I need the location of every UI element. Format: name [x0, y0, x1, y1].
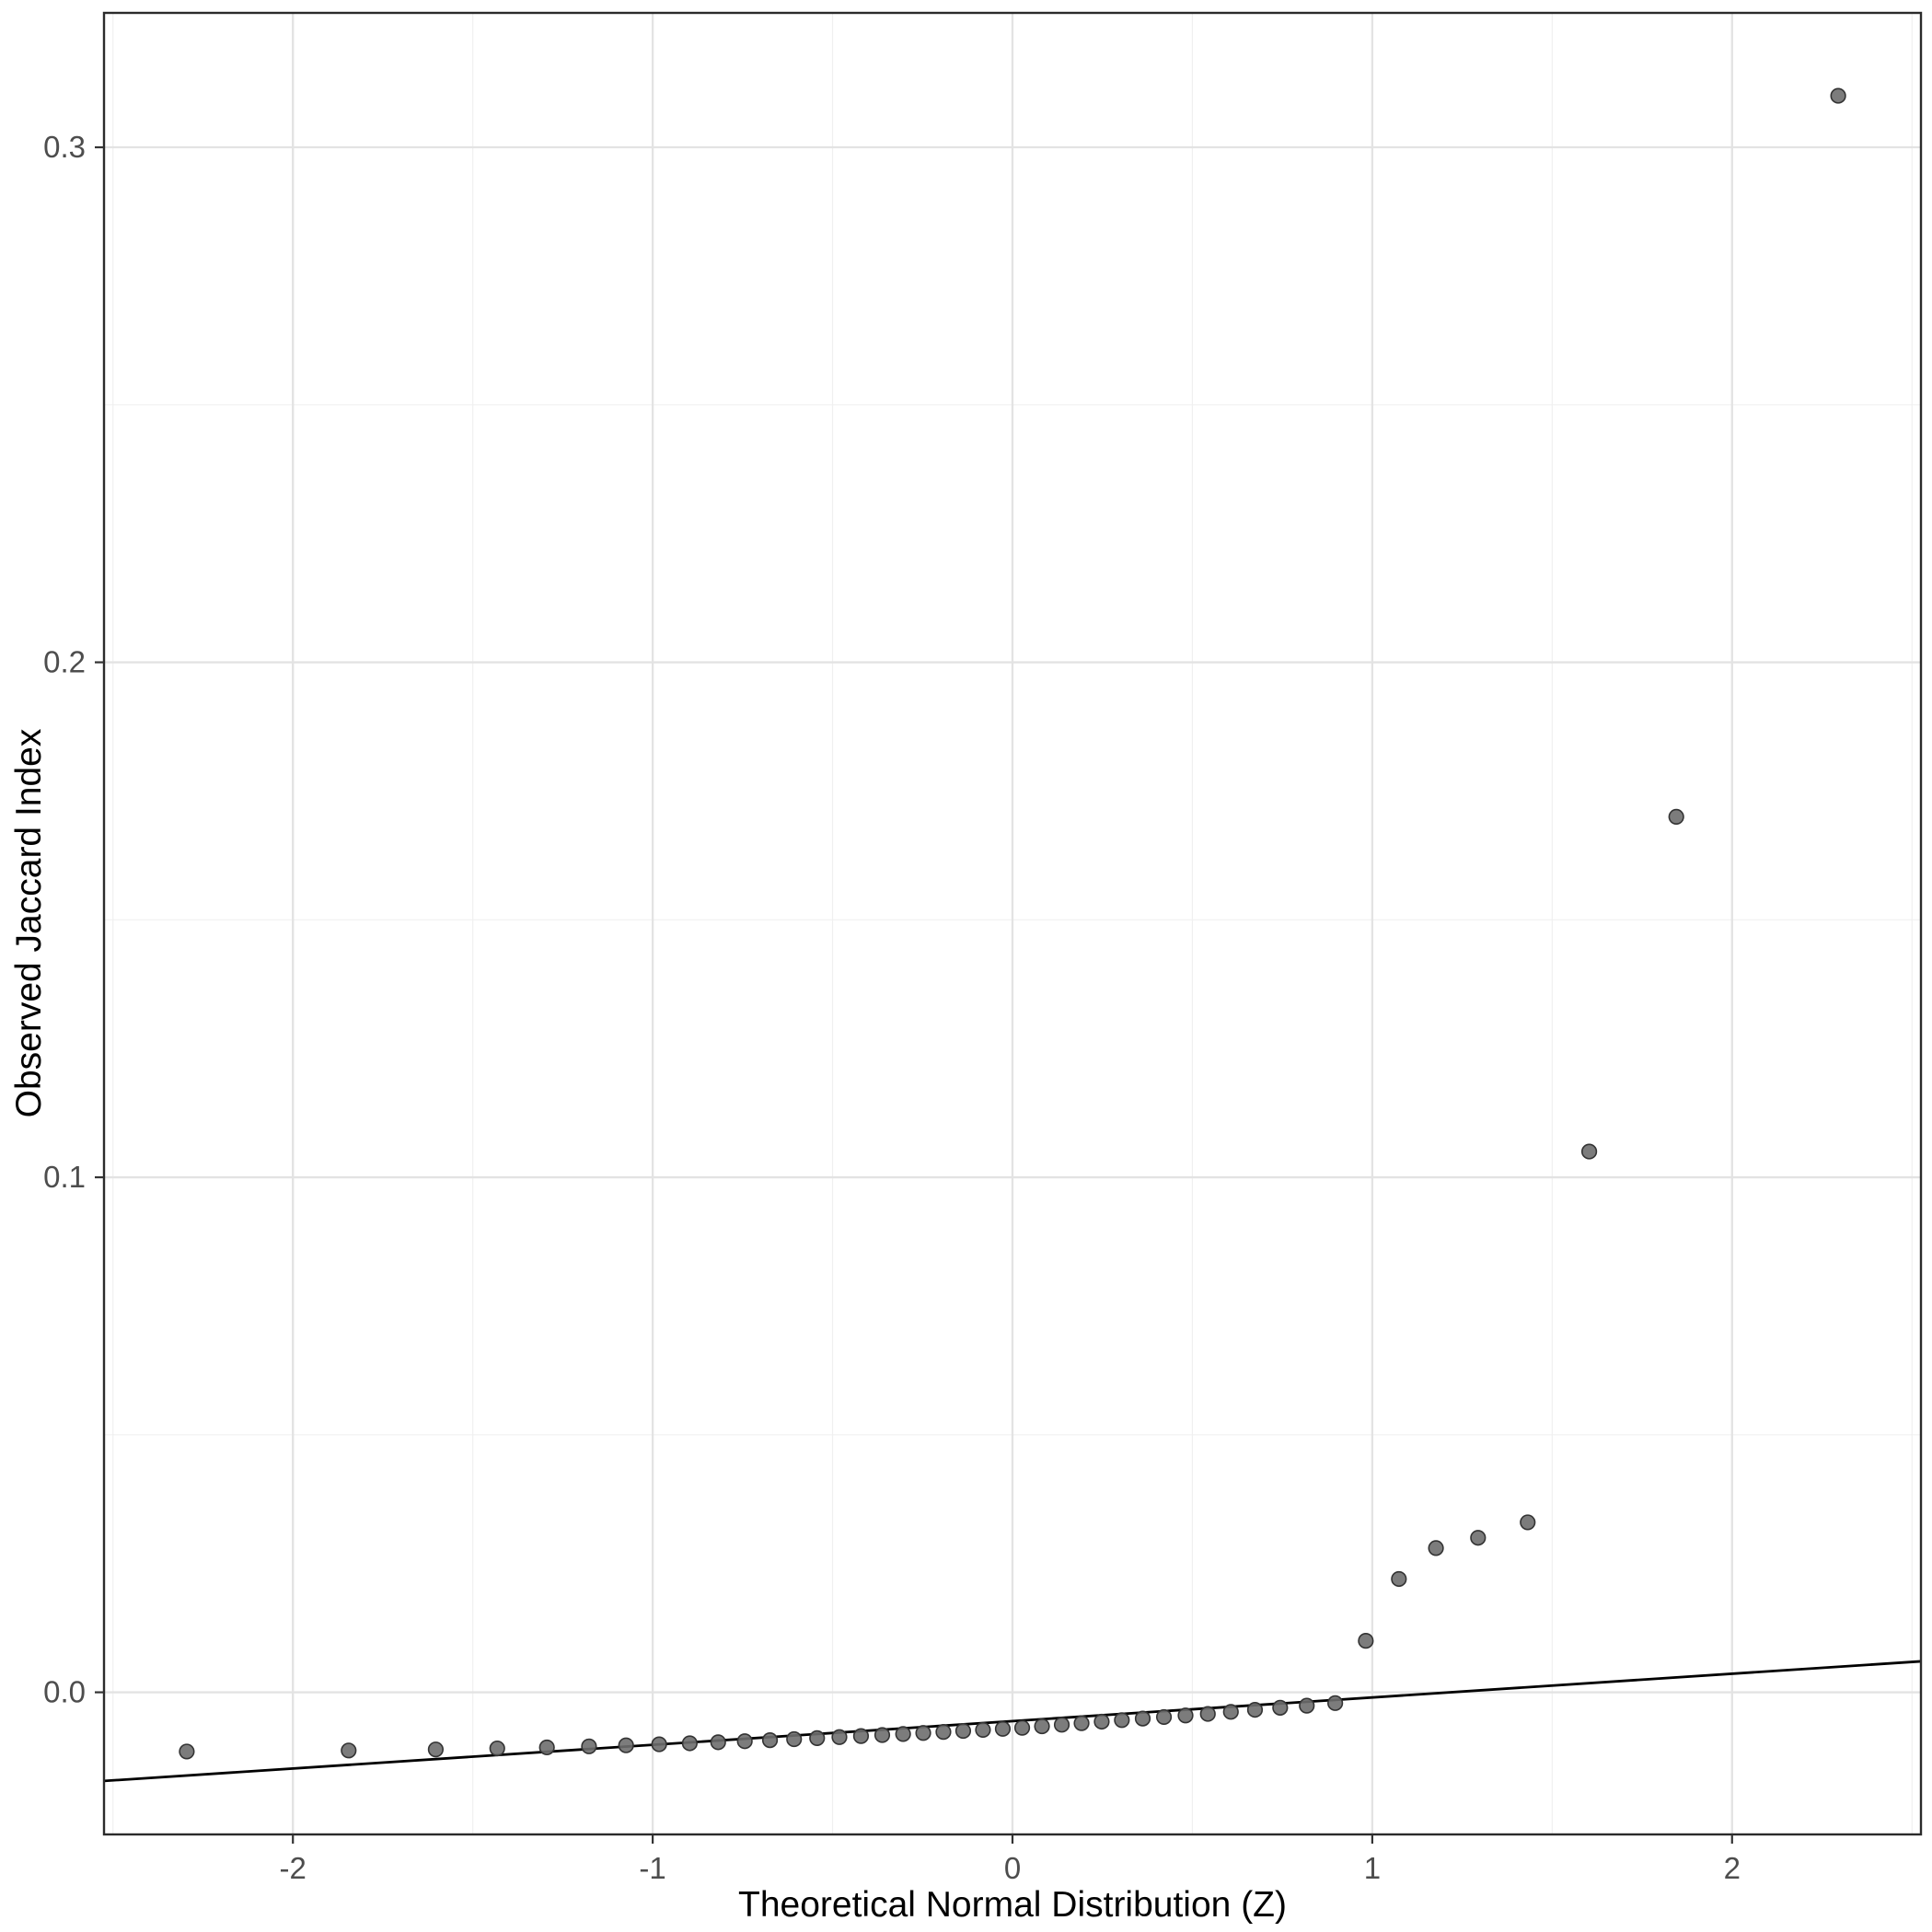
y-tick-label: 0.3 [43, 130, 86, 164]
data-point [489, 1740, 505, 1757]
data-point [736, 1733, 753, 1750]
data-point [1034, 1718, 1050, 1735]
x-tick-label: -2 [280, 1851, 307, 1885]
data-point [1177, 1707, 1194, 1724]
data-point [1520, 1514, 1536, 1531]
reference-line [103, 1660, 1922, 1783]
x-tick-label: -1 [639, 1851, 665, 1885]
data-point [1053, 1717, 1070, 1733]
data-point [761, 1732, 779, 1749]
data-point [341, 1742, 357, 1759]
data-point [1073, 1715, 1090, 1731]
data-point [895, 1726, 911, 1742]
y-axis-title: Observed Jaccard Index [9, 728, 49, 1117]
scatter-points [179, 87, 1846, 1760]
data-point [1246, 1701, 1264, 1718]
data-point [581, 1738, 597, 1754]
data-point [786, 1730, 803, 1748]
data-point [1580, 1143, 1598, 1160]
data-point [994, 1720, 1012, 1737]
y-axis-ticks: 0.0 0.1 0.2 0.3 [43, 130, 104, 1709]
data-point [1134, 1710, 1151, 1727]
y-tick-label: 0.1 [43, 1160, 86, 1194]
data-point [1668, 808, 1684, 826]
data-point [1155, 1708, 1173, 1726]
data-point [1114, 1712, 1130, 1729]
data-point [1470, 1530, 1487, 1546]
data-point [1199, 1706, 1216, 1722]
data-point [1299, 1697, 1315, 1714]
data-point [681, 1735, 698, 1752]
x-tick-label: 2 [1724, 1851, 1741, 1885]
y-tick-label: 0.2 [43, 645, 86, 679]
data-point [935, 1724, 952, 1741]
x-tick-label: 0 [1004, 1851, 1021, 1885]
data-point [915, 1725, 931, 1741]
x-axis-title: Theoretical Normal Distribution (Z) [738, 1885, 1287, 1925]
data-point [427, 1741, 445, 1758]
data-point [975, 1721, 991, 1739]
data-point [954, 1722, 972, 1740]
data-point [1358, 1633, 1374, 1649]
data-point [831, 1729, 848, 1745]
data-point [1428, 1540, 1444, 1556]
data-point [873, 1727, 891, 1743]
data-point [1327, 1695, 1344, 1711]
grid-minor-lines [104, 13, 1921, 1834]
data-point [852, 1728, 870, 1744]
data-point [1013, 1719, 1031, 1736]
data-point [651, 1736, 667, 1753]
qq-reference-line [103, 1660, 1922, 1783]
data-point [179, 1743, 195, 1760]
data-point [710, 1734, 726, 1751]
x-axis-ticks: -2 -1 0 1 2 [280, 1834, 1741, 1885]
grid-major-lines [104, 13, 1921, 1834]
data-point [1830, 87, 1846, 104]
data-point [1391, 1570, 1407, 1588]
x-tick-label: 1 [1364, 1851, 1381, 1885]
y-tick-label: 0.0 [43, 1675, 86, 1709]
data-point [1222, 1704, 1239, 1720]
data-point [1272, 1699, 1289, 1716]
data-point [618, 1737, 634, 1753]
data-point [809, 1730, 826, 1746]
data-point [538, 1739, 555, 1756]
data-point [1093, 1713, 1110, 1730]
